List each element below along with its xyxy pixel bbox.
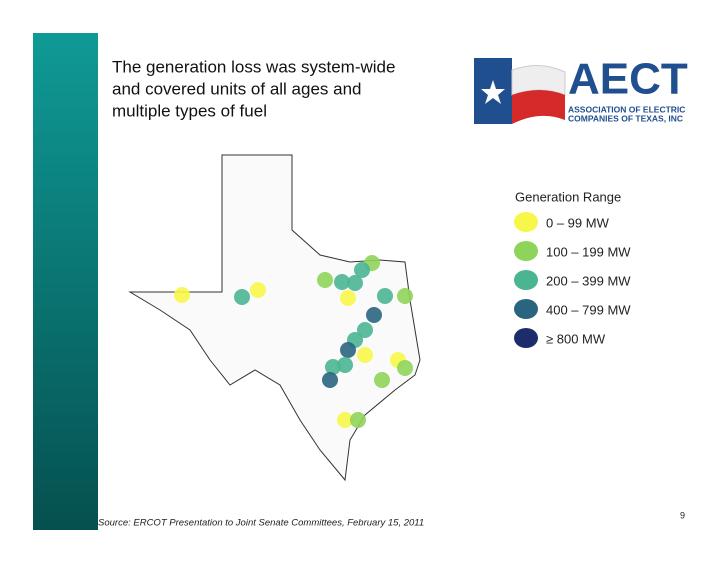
plant <box>337 412 353 428</box>
plant <box>377 288 393 304</box>
plant <box>334 274 350 290</box>
legend-swatch <box>514 299 538 319</box>
legend-swatch <box>514 270 538 290</box>
side-bar <box>33 33 98 530</box>
logo-line: ASSOCIATION OF ELECTRIC <box>568 104 685 114</box>
title: The generation loss was system-wide and … <box>112 57 395 120</box>
flag-red <box>512 90 565 124</box>
plant <box>357 322 373 338</box>
legend-swatch <box>514 212 538 232</box>
legend-label: 0 – 99 MW <box>546 215 610 230</box>
legend-swatch <box>514 328 538 348</box>
plant <box>234 289 250 305</box>
logo: AECT ASSOCIATION OF ELECTRIC COMPANIES O… <box>474 55 688 124</box>
plant <box>397 288 413 304</box>
plant <box>354 262 370 278</box>
legend-label: ≥ 800 MW <box>546 331 606 346</box>
plant <box>174 287 190 303</box>
plant <box>357 347 373 363</box>
plant <box>350 412 366 428</box>
legend: Generation Range 0 – 99 MW 100 – 199 MW 20… <box>514 189 631 348</box>
source: Source: ERCOT Presentation to Joint Sena… <box>98 518 424 529</box>
logo-name: AECT <box>568 55 688 104</box>
title-line: and covered units of all ages and <box>112 79 362 98</box>
legend-swatch <box>514 241 538 261</box>
plant <box>322 372 338 388</box>
plant <box>347 275 363 291</box>
legend-label: 100 – 199 MW <box>546 244 631 259</box>
plant <box>340 342 356 358</box>
legend-label: 400 – 799 MW <box>546 302 631 317</box>
plant <box>397 360 413 376</box>
page-number: 9 <box>680 510 685 520</box>
flag-star <box>481 80 505 104</box>
legend-title: Generation Range <box>515 189 621 204</box>
plant <box>250 282 266 298</box>
plant <box>325 359 341 375</box>
plant <box>374 372 390 388</box>
plant-markers <box>174 255 413 428</box>
plant <box>317 272 333 288</box>
logo-line: COMPANIES OF TEXAS, INC <box>568 113 683 123</box>
plant <box>366 307 382 323</box>
plant <box>340 290 356 306</box>
title-line: multiple types of fuel <box>112 101 267 120</box>
title-line: The generation loss was system-wide <box>112 57 395 76</box>
plant <box>337 357 353 373</box>
legend-label: 200 – 399 MW <box>546 273 631 288</box>
